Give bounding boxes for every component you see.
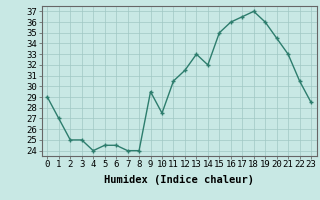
X-axis label: Humidex (Indice chaleur): Humidex (Indice chaleur) — [104, 175, 254, 185]
